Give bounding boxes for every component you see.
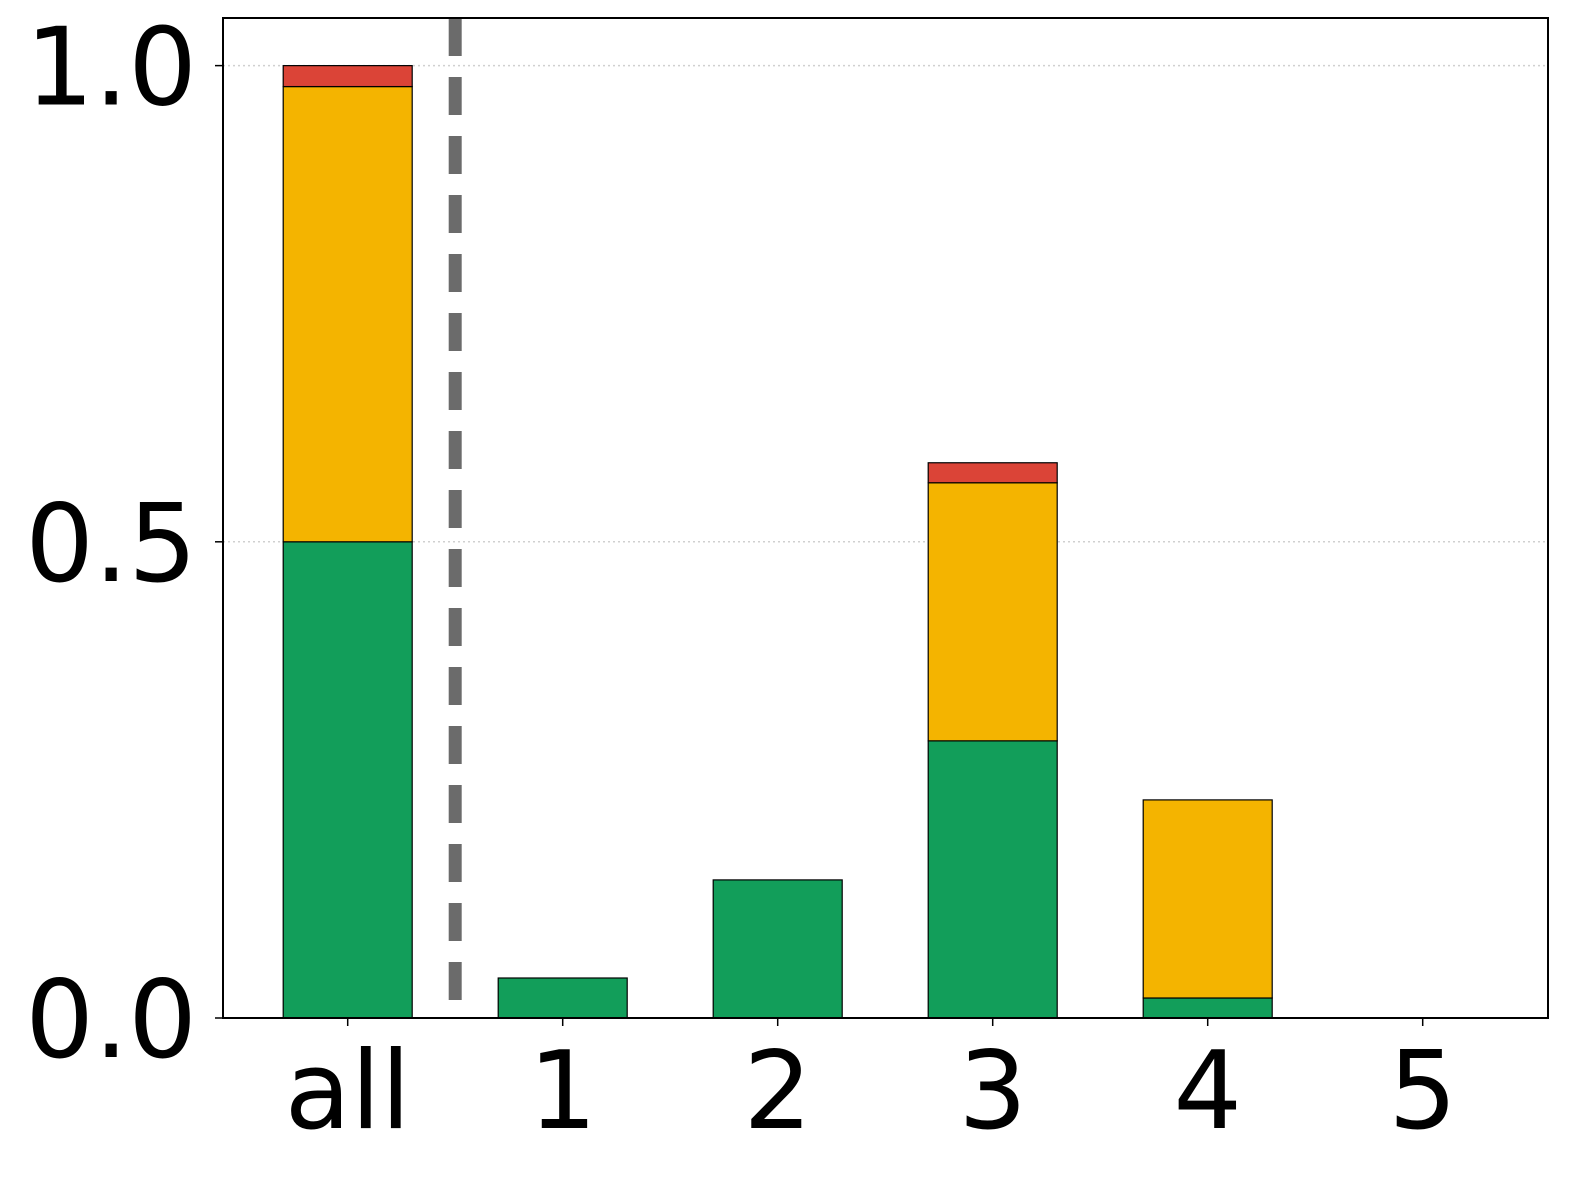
bar-segment bbox=[927, 482, 1058, 742]
bar-segment bbox=[282, 65, 413, 88]
plot-frame bbox=[222, 17, 1549, 1019]
x-tick-label: 1 bbox=[528, 1029, 597, 1154]
bar-segment bbox=[497, 977, 628, 1019]
y-tick-label: 0.5 bbox=[25, 482, 197, 607]
bar-segment bbox=[1142, 799, 1273, 999]
y-tick-label: 0.0 bbox=[25, 958, 197, 1083]
bar-segment bbox=[927, 462, 1058, 484]
y-tick-label: 1.0 bbox=[25, 6, 197, 131]
bar-segment bbox=[1142, 997, 1273, 1019]
bar-segment bbox=[282, 541, 413, 1019]
bar-segment bbox=[712, 879, 843, 1019]
x-tick-label: all bbox=[285, 1029, 411, 1154]
x-tick-label: 4 bbox=[1173, 1029, 1242, 1154]
bar-segment bbox=[282, 85, 413, 543]
bar-segment bbox=[927, 740, 1058, 1019]
x-tick-label: 2 bbox=[743, 1029, 812, 1154]
x-tick-label: 3 bbox=[958, 1029, 1027, 1154]
x-tick-label: 5 bbox=[1388, 1029, 1457, 1154]
